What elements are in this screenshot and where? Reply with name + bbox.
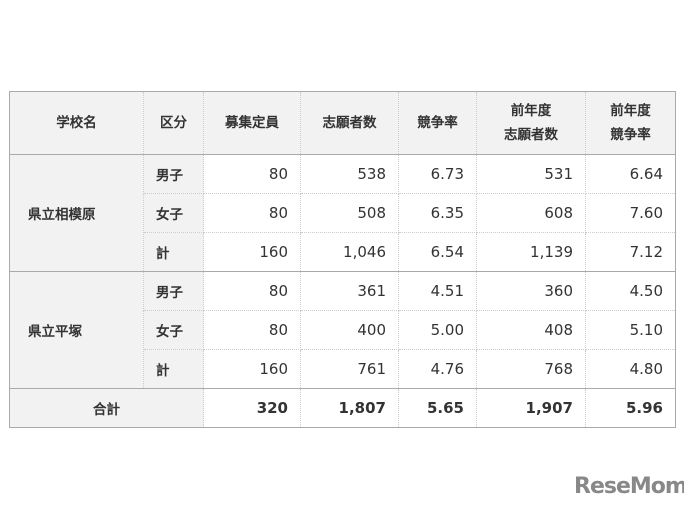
prev-rate-cell: 5.10 (585, 310, 676, 350)
header-kubun: 区分 (143, 91, 204, 155)
header-capacity: 募集定員 (203, 91, 301, 155)
kubun-cell: 計 (143, 232, 204, 272)
header-rate: 競争率 (398, 91, 477, 155)
kubun-cell: 男子 (143, 271, 204, 311)
kubun-cell: 計 (143, 349, 204, 389)
prev-app-cell: 408 (476, 310, 586, 350)
app-cell: 361 (300, 271, 399, 311)
prev-rate-cell: 4.80 (585, 349, 676, 389)
cap-cell: 160 (203, 232, 301, 272)
app-cell: 538 (300, 154, 399, 194)
rate-cell: 6.35 (398, 193, 477, 233)
rate-cell: 6.73 (398, 154, 477, 194)
table-row: 計 160 1,046 6.54 1,139 7.12 (10, 232, 676, 272)
kubun-cell: 女子 (143, 310, 204, 350)
prev-app-cell: 768 (476, 349, 586, 389)
cap-cell: 80 (203, 271, 301, 311)
cap-cell: 160 (203, 349, 301, 389)
kubun-cell: 女子 (143, 193, 204, 233)
table-row: 計 160 761 4.76 768 4.80 (10, 349, 676, 389)
total-applicants: 1,807 (300, 388, 399, 428)
kubun-cell: 男子 (143, 154, 204, 194)
school-name: 県立相模原 (9, 154, 144, 272)
rate-cell: 5.00 (398, 310, 477, 350)
prev-rate-cell: 4.50 (585, 271, 676, 311)
app-cell: 761 (300, 349, 399, 389)
admissions-table: 学校名 区分 募集定員 志願者数 競争率 前年度 志願者数 前年度 競争率 県立相模… (9, 91, 676, 428)
rate-cell: 6.54 (398, 232, 477, 272)
app-cell: 400 (300, 310, 399, 350)
prev-rate-cell: 6.64 (585, 154, 676, 194)
table-row: 女子 80 400 5.00 408 5.10 (10, 310, 676, 350)
total-label: 合計 (9, 388, 204, 428)
header-school: 学校名 (9, 91, 144, 155)
cap-cell: 80 (203, 193, 301, 233)
total-row: 合計 320 1,807 5.65 1,907 5.96 (9, 388, 676, 428)
cap-cell: 80 (203, 154, 301, 194)
total-rate: 5.65 (398, 388, 477, 428)
prev-rate-cell: 7.12 (585, 232, 676, 272)
prev-app-cell: 531 (476, 154, 586, 194)
prev-rate-cell: 7.60 (585, 193, 676, 233)
header-prev-applicants: 前年度 志願者数 (476, 91, 586, 155)
resemom-logo: ReseMom (574, 474, 684, 499)
header-applicants: 志願者数 (300, 91, 399, 155)
prev-app-cell: 1,139 (476, 232, 586, 272)
cap-cell: 80 (203, 310, 301, 350)
table-row: 女子 80 508 6.35 608 7.60 (10, 193, 676, 233)
header-row: 学校名 区分 募集定員 志願者数 競争率 前年度 志願者数 前年度 競争率 (9, 91, 676, 155)
table-row: 県立平塚 男子 80 361 4.51 360 4.50 (9, 271, 676, 389)
school-name: 県立平塚 (9, 271, 144, 389)
table-row: 県立相模原 男子 80 538 6.73 531 6.64 (9, 154, 676, 272)
rate-cell: 4.76 (398, 349, 477, 389)
total-prev-applicants: 1,907 (476, 388, 586, 428)
total-prev-rate: 5.96 (585, 388, 676, 428)
prev-app-cell: 608 (476, 193, 586, 233)
app-cell: 508 (300, 193, 399, 233)
header-prev-rate: 前年度 競争率 (585, 91, 676, 155)
app-cell: 1,046 (300, 232, 399, 272)
rate-cell: 4.51 (398, 271, 477, 311)
prev-app-cell: 360 (476, 271, 586, 311)
total-capacity: 320 (203, 388, 301, 428)
